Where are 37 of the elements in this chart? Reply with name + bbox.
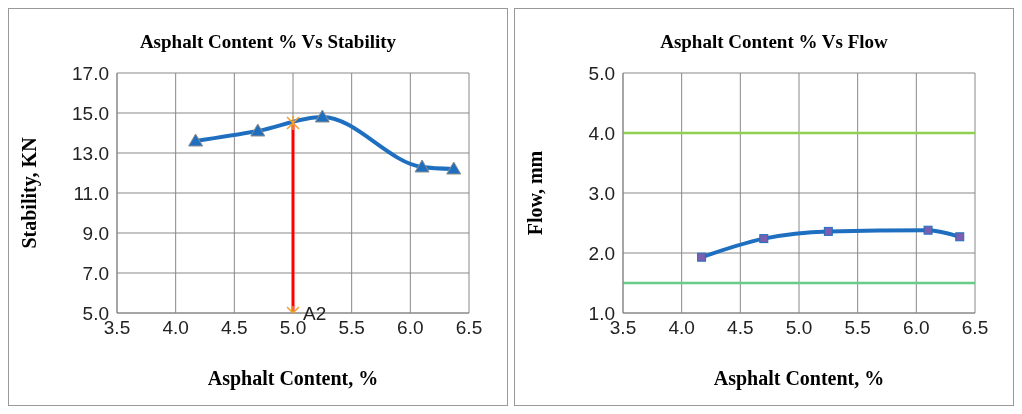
y-axis-title: Stability, KN [18, 136, 42, 249]
point [823, 226, 833, 236]
y-tick-label: 15.0 [72, 102, 109, 124]
point [923, 225, 933, 235]
y-tick-label: 2.0 [588, 242, 615, 264]
x-tick-label: 5.5 [844, 317, 871, 339]
x-tick-label: 4.5 [221, 317, 248, 339]
point [250, 123, 266, 137]
y-tick-label: 17.0 [72, 62, 109, 84]
chart-title: Asphalt Content % Vs Flow [660, 31, 888, 52]
y-axis-title: Flow, mm [524, 150, 547, 236]
chart-title: Asphalt Content % Vs Stability [139, 31, 397, 52]
x-axis-title: Asphalt Content, % [713, 367, 885, 390]
y-tick-label: 3.0 [588, 182, 615, 204]
point [314, 109, 330, 123]
x-tick-label: 4.0 [668, 317, 695, 339]
x-tick-label: 5.0 [785, 317, 813, 339]
x-tick-label: 4.5 [727, 317, 754, 339]
x-tick-label: 6.0 [903, 317, 930, 339]
point [446, 161, 462, 175]
y-tick-label: 5.0 [588, 62, 615, 84]
x-tick-label: 6.0 [397, 317, 424, 339]
x-tick-label: 4.0 [162, 317, 189, 339]
y-tick-label: 9.0 [82, 222, 109, 244]
x-tick-label: 6.5 [961, 317, 989, 339]
point [955, 232, 965, 242]
y-tick-label: 13.0 [72, 142, 109, 164]
point [188, 133, 204, 147]
point [697, 252, 707, 262]
y-tick-label: 4.0 [588, 122, 615, 144]
y-tick-label: 7.0 [82, 262, 109, 284]
point [759, 234, 769, 244]
x-tick-label: 6.5 [455, 317, 483, 339]
point [414, 159, 430, 173]
x-axis-title: Asphalt Content, % [207, 367, 379, 390]
x-tick-label: 5.5 [338, 317, 365, 339]
y-tick-label: 11.0 [73, 182, 109, 204]
